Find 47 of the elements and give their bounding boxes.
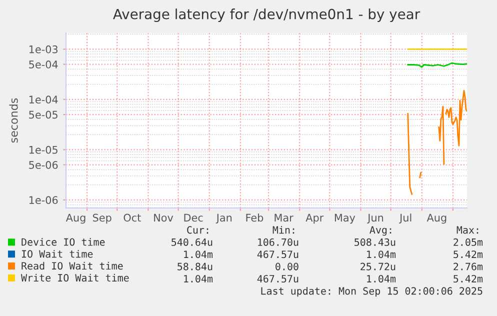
text: 467.57u <box>257 274 298 283</box>
text: Last update: Mon Sep 15 02:00:06 2025 <box>261 286 482 297</box>
text: 106.70u <box>258 238 298 246</box>
text: 467.57u <box>257 250 298 258</box>
text: 2.76m <box>454 262 483 270</box>
text: 2.05m <box>454 238 483 246</box>
text: Min: <box>272 226 294 234</box>
legend-label: IO Wait time <box>22 250 93 258</box>
y-tick-label: 5e-04 <box>29 60 58 68</box>
legend-label: Read IO Wait time <box>22 262 123 270</box>
text: 5.42m <box>454 250 483 258</box>
y-tick-label: 1e-03 <box>29 45 58 54</box>
x-tick-label: Jul <box>399 214 412 224</box>
text: 1.04m <box>184 250 213 258</box>
chart-title: Average latency for /dev/nvme0n1 - by year <box>113 8 420 22</box>
x-tick-label: Aug <box>426 214 446 224</box>
text: 1.04m <box>184 274 213 283</box>
x-tick-label: Oct <box>124 214 141 222</box>
x-tick-label: Nov <box>154 214 174 222</box>
x-tick-label: May <box>334 214 356 224</box>
legend-label: Write IO Wait time <box>21 274 129 282</box>
text: 5.42m <box>454 274 483 283</box>
x-tick-label: Jan <box>216 214 232 224</box>
x-tick-label: Jun <box>367 214 384 224</box>
text: 540.64u <box>172 238 212 246</box>
y-tick-label: 1e-06 <box>29 196 58 204</box>
text: 508.43u <box>354 238 396 246</box>
y-axis-title: seconds <box>9 98 18 143</box>
y-tick-label: 1e-04 <box>29 96 58 104</box>
x-tick-label: Dec <box>184 214 203 222</box>
text: 58.84u <box>178 262 212 270</box>
x-tick-label: Sep <box>92 214 112 224</box>
y-tick-label: 5e-06 <box>29 161 58 169</box>
text: 1.04m <box>367 274 396 283</box>
text: Max: <box>456 226 478 234</box>
text: 1.04m <box>367 250 396 258</box>
x-tick-label: Aug <box>66 214 86 224</box>
x-tick-label: Apr <box>306 214 324 224</box>
y-tick-label: 5e-05 <box>29 110 58 119</box>
text: Cur: <box>187 226 208 234</box>
y-tick-label: 1e-05 <box>29 146 58 154</box>
text: 0.00 <box>276 262 298 270</box>
x-tick-label: Feb <box>246 214 264 222</box>
x-tick-label: Mar <box>274 214 294 222</box>
text: 25.72u <box>360 262 396 270</box>
legend-label: Device IO time <box>22 238 105 246</box>
text: Avg: <box>370 226 392 236</box>
